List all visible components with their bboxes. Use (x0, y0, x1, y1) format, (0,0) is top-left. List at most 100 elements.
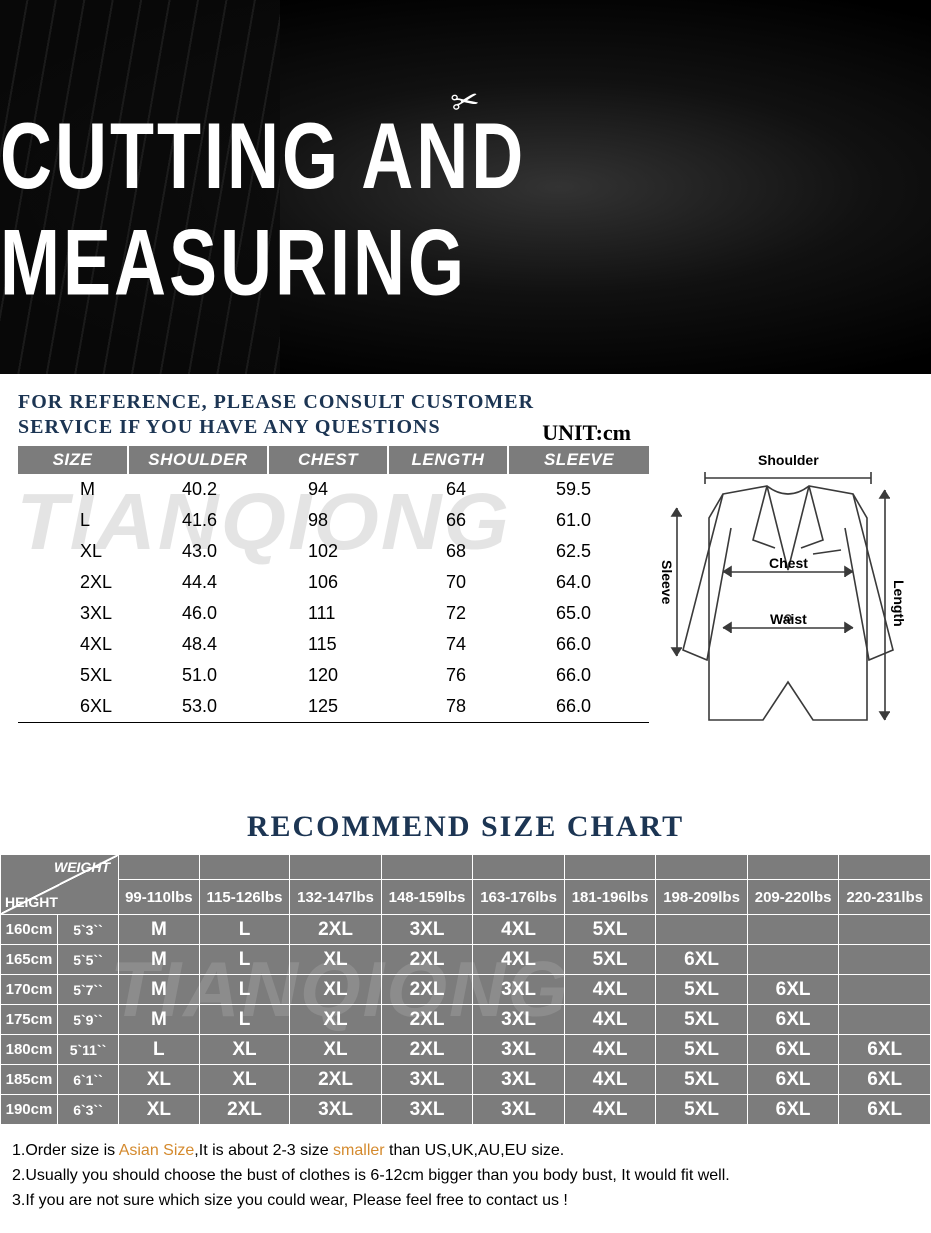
rec-size-cell: 2XL (290, 915, 382, 945)
hero-title: CUTTING AND MEASURING (0, 103, 931, 316)
rec-size-cell: 3XL (473, 975, 565, 1005)
size-table-cell: XL (18, 536, 128, 567)
size-table-cell: 66 (388, 505, 508, 536)
rec-weight-cell: 132-147lbs (290, 880, 382, 915)
rec-size-cell: XL (290, 975, 382, 1005)
rec-size-cell: 5XL (564, 945, 656, 975)
corner-weight-label: WEIGHT (54, 859, 110, 875)
rec-size-cell (656, 915, 748, 945)
size-table-cell: 74 (388, 629, 508, 660)
rec-size-cell (839, 1005, 931, 1035)
rec-size-cell: 2XL (381, 945, 473, 975)
recommend-table: WEIGHT HEIGHT 99-110lbs115-126lbs132-147… (0, 854, 931, 1125)
rec-size-cell: 3XL (473, 1005, 565, 1035)
note-1: 1.Order size is Asian Size,It is about 2… (12, 1139, 921, 1164)
size-table-cell: 41.6 (128, 505, 268, 536)
size-table-cell: 106 (268, 567, 388, 598)
note-1-e: than US,UK,AU,EU size. (385, 1142, 565, 1159)
rec-size-cell: 2XL (290, 1065, 382, 1095)
rec-size-cell (839, 915, 931, 945)
rec-size-cell: XL (199, 1065, 290, 1095)
rec-weight-cell: 163-176lbs (473, 880, 565, 915)
rec-size-cell: XL (290, 1005, 382, 1035)
size-table-row: M40.2946459.5 (18, 474, 649, 505)
rec-size-cell: M (119, 975, 200, 1005)
rec-size-cell: M (119, 945, 200, 975)
rec-height-ft: 5`3`` (57, 915, 118, 945)
rec-size-cell: 3XL (473, 1035, 565, 1065)
size-table-cell: 40.2 (128, 474, 268, 505)
size-table-cell: 53.0 (128, 691, 268, 723)
hero-content: ✂ CUTTING AND MEASURING (0, 0, 931, 374)
size-table-header-row: SIZE SHOULDER CHEST LENGTH SLEEVE (18, 446, 649, 474)
rec-size-cell: 3XL (381, 1065, 473, 1095)
size-table-cell: M (18, 474, 128, 505)
rec-size-cell: L (199, 1005, 290, 1035)
note-1-asian-size: Asian Size (119, 1142, 195, 1159)
rec-height-ft: 5`9`` (57, 1005, 118, 1035)
rec-size-cell: 3XL (473, 1065, 565, 1095)
rec-size-cell: 6XL (839, 1095, 931, 1125)
rec-size-cell: 6XL (747, 975, 839, 1005)
rec-height-ft: 5`5`` (57, 945, 118, 975)
note-2: 2.Usually you should choose the bust of … (12, 1164, 921, 1189)
size-table-cell: 5XL (18, 660, 128, 691)
size-table-cell: 64 (388, 474, 508, 505)
diagram-label-sleeve: Sleeve (659, 560, 675, 604)
rec-size-cell: 4XL (564, 975, 656, 1005)
rec-height-ft: 6`1`` (57, 1065, 118, 1095)
rec-weight-cell: 99-110lbs (119, 880, 200, 915)
rec-corner-cell: WEIGHT HEIGHT (1, 855, 119, 915)
rec-size-cell: XL (119, 1065, 200, 1095)
rec-size-cell: XL (119, 1095, 200, 1125)
col-shoulder: SHOULDER (128, 446, 268, 474)
rec-size-cell: 4XL (473, 915, 565, 945)
rec-size-cell: 4XL (564, 1035, 656, 1065)
col-sleeve: SLEEVE (508, 446, 649, 474)
size-section: TIANQIONG SIZE SHOULDER CHEST LENGTH SLE… (0, 446, 931, 740)
rec-size-cell: 5XL (656, 1035, 748, 1065)
rec-weight-cell: 209-220lbs (747, 880, 839, 915)
rec-size-cell: 5XL (656, 975, 748, 1005)
rec-size-cell (839, 945, 931, 975)
rec-size-cell: 4XL (564, 1005, 656, 1035)
rec-size-cell (747, 945, 839, 975)
rec-height-cm: 180cm (1, 1035, 58, 1065)
size-table: SIZE SHOULDER CHEST LENGTH SLEEVE M40.29… (18, 446, 649, 723)
size-table-cell: 61.0 (508, 505, 649, 536)
size-table-wrap: TIANQIONG SIZE SHOULDER CHEST LENGTH SLE… (18, 446, 649, 723)
rec-size-cell: L (199, 915, 290, 945)
rec-size-cell (747, 915, 839, 945)
rec-height-cm: 190cm (1, 1095, 58, 1125)
size-table-cell: 64.0 (508, 567, 649, 598)
rec-weight-cell: 198-209lbs (656, 880, 748, 915)
diagram-label-length: Length (891, 580, 907, 627)
size-table-cell: 65.0 (508, 598, 649, 629)
size-table-row: 4XL48.41157466.0 (18, 629, 649, 660)
rec-weight-cell: 115-126lbs (199, 880, 290, 915)
size-table-cell: 120 (268, 660, 388, 691)
size-table-row: L41.6986661.0 (18, 505, 649, 536)
rec-size-cell: 6XL (839, 1035, 931, 1065)
col-length: LENGTH (388, 446, 508, 474)
rec-weight-cell: 148-159lbs (381, 880, 473, 915)
size-table-cell: 48.4 (128, 629, 268, 660)
rec-size-cell: L (199, 945, 290, 975)
rec-size-cell: 5XL (656, 1005, 748, 1035)
reference-line-1: FOR REFERENCE, PLEASE CONSULT CUSTOMER (18, 390, 913, 415)
size-table-cell: 62.5 (508, 536, 649, 567)
size-table-row: 6XL53.01257866.0 (18, 691, 649, 723)
rec-size-cell: 6XL (747, 1065, 839, 1095)
rec-size-cell: 6XL (747, 1005, 839, 1035)
rec-size-cell: 6XL (747, 1035, 839, 1065)
size-table-cell: 6XL (18, 691, 128, 723)
size-table-cell: 66.0 (508, 629, 649, 660)
size-table-cell: 102 (268, 536, 388, 567)
size-table-row: XL43.01026862.5 (18, 536, 649, 567)
rec-size-cell: 2XL (199, 1095, 290, 1125)
size-table-cell: 46.0 (128, 598, 268, 629)
size-table-cell: 98 (268, 505, 388, 536)
jacket-svg (663, 450, 913, 740)
size-table-cell: 68 (388, 536, 508, 567)
hero-banner: ✂ CUTTING AND MEASURING (0, 0, 931, 374)
